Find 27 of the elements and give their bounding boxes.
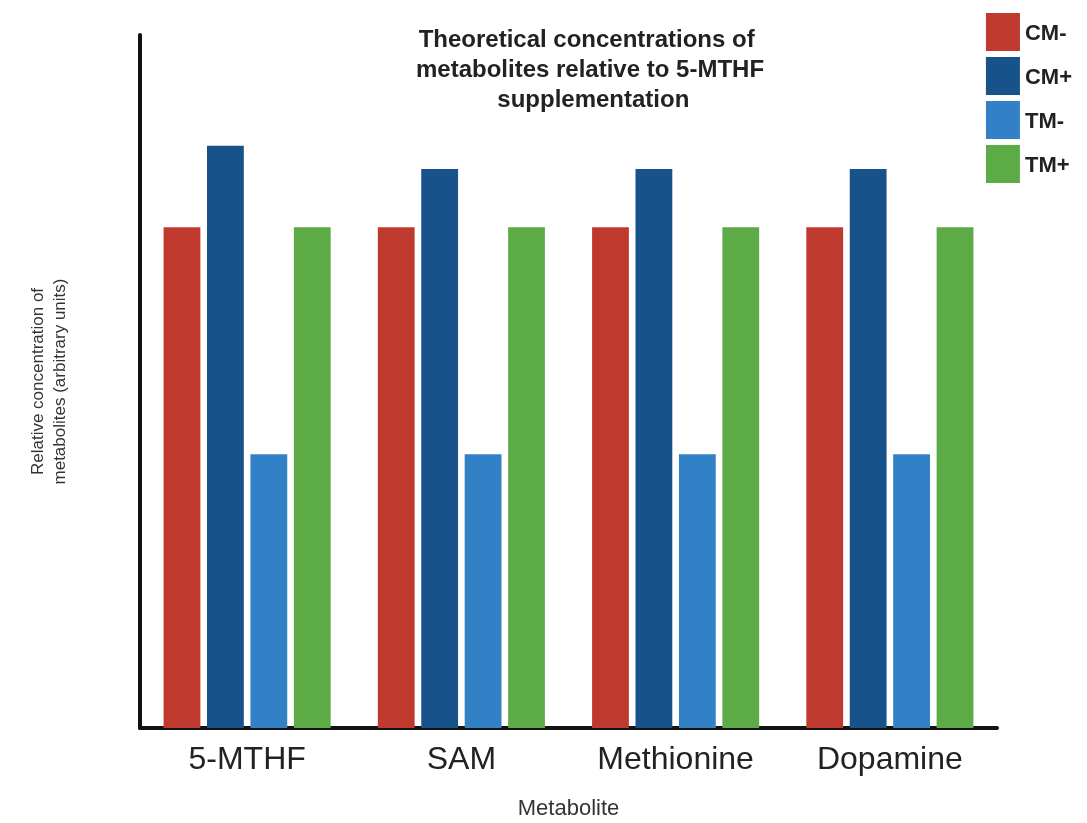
- bar: [936, 227, 974, 728]
- bar: [806, 227, 844, 728]
- legend-label: TM-: [1024, 107, 1065, 133]
- x-tick-label: Methionine: [597, 740, 754, 776]
- bar: [635, 168, 673, 728]
- x-tick-label: Dopamine: [816, 740, 963, 776]
- chart-title: Theoretical concentrations of metabolites relative to 5-MTHF supplementation: [415, 24, 765, 112]
- bar: [722, 227, 760, 728]
- bar: [678, 454, 716, 728]
- bar: [293, 227, 331, 728]
- x-axis-title: Metabolite: [517, 794, 620, 820]
- x-tick-label: 5-MTHF: [188, 740, 306, 776]
- y-axis-title: Relative concentration of metabolites (arbitrary units): [27, 278, 69, 485]
- bar: [163, 227, 201, 728]
- legend-label: TM+: [1024, 151, 1070, 177]
- bar: [421, 168, 459, 728]
- legend-label: CM-: [1024, 19, 1067, 45]
- bar: [250, 454, 288, 728]
- bar: [849, 168, 887, 728]
- x-tick-label: SAM: [426, 740, 497, 776]
- bar: [464, 454, 502, 728]
- legend-label: CM+: [1024, 63, 1072, 89]
- bar: [207, 145, 244, 728]
- bar: [508, 227, 545, 728]
- bar: [592, 227, 629, 728]
- bar: [893, 454, 930, 728]
- bar: [377, 227, 415, 728]
